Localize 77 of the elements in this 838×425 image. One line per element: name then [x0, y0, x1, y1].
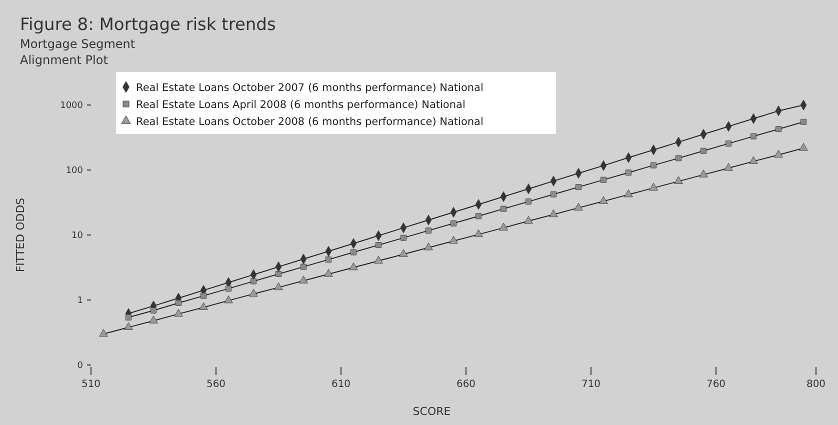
point [799, 143, 808, 151]
chart-title: Figure 8: Mortgage risk trends [20, 15, 276, 35]
x-axis-title: SCORE [412, 405, 451, 418]
x-tick-label: 800 [806, 379, 826, 390]
x-tick-label: 610 [331, 379, 351, 390]
point [550, 191, 556, 198]
legend-label: Real Estate Loans April 2008 (6 months performance) National [136, 99, 466, 111]
y-tick-label: 1000 [60, 101, 84, 111]
point [249, 288, 258, 297]
point [124, 322, 133, 330]
point [349, 262, 358, 270]
point [700, 148, 706, 154]
point [274, 282, 283, 290]
point [800, 118, 806, 125]
point [650, 162, 656, 168]
x-tick-label: 760 [706, 379, 726, 390]
point [199, 302, 208, 310]
point [599, 196, 608, 204]
point [400, 234, 406, 241]
point [574, 202, 583, 210]
point [524, 216, 533, 224]
point [449, 236, 458, 244]
point [250, 278, 256, 284]
point [150, 307, 156, 314]
point [376, 242, 382, 248]
point [99, 328, 108, 337]
point [576, 184, 582, 190]
point [724, 163, 733, 171]
x-tick-label: 560 [206, 379, 226, 390]
point [649, 182, 658, 191]
point [299, 276, 308, 284]
chart-subtitle: Mortgage Segment [20, 37, 136, 51]
point [750, 133, 756, 140]
point [474, 229, 483, 238]
point [176, 300, 182, 306]
point [726, 140, 732, 147]
point [226, 286, 232, 292]
point [776, 126, 782, 132]
point [774, 150, 783, 158]
point [450, 220, 456, 226]
point [174, 308, 183, 317]
point [399, 249, 408, 257]
point [676, 155, 682, 162]
point [200, 292, 206, 299]
y-tick-label: 10 [72, 231, 84, 241]
point [300, 264, 306, 270]
point [149, 316, 158, 324]
point [426, 228, 432, 234]
y-tick-label: 100 [66, 166, 84, 176]
point [674, 176, 683, 184]
point [126, 314, 132, 320]
y-axis-title: FITTED ODDS [14, 198, 27, 272]
point [526, 198, 532, 205]
text: Alignment Plot [20, 53, 108, 67]
x-tick-label: 710 [581, 379, 601, 390]
point [600, 176, 606, 183]
y-tick-label: 1 [77, 296, 83, 306]
point [350, 249, 356, 256]
x-tick-label: 660 [456, 379, 476, 390]
point [326, 256, 332, 263]
point [749, 156, 758, 164]
point [224, 296, 233, 304]
point [424, 242, 433, 250]
x-tick-label: 510 [81, 379, 101, 390]
point [500, 206, 506, 212]
point [626, 170, 632, 176]
point [699, 170, 708, 178]
y-tick-label: 0 [77, 361, 84, 371]
point [476, 213, 482, 220]
point [374, 256, 383, 264]
point [549, 209, 558, 218]
point [499, 222, 508, 230]
point [276, 271, 282, 278]
point [624, 190, 633, 198]
legend-label: Real Estate Loans October 2007 (6 months performance) National [136, 82, 484, 94]
legend-label: Real Estate Loans October 2008 (6 months performance) National [136, 116, 484, 128]
point [324, 269, 333, 277]
